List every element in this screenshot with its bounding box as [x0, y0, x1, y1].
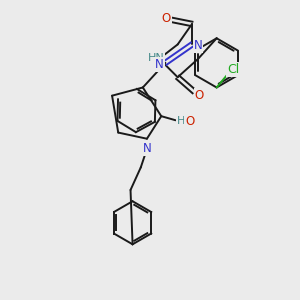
Text: N: N	[194, 39, 203, 52]
Text: O: O	[162, 12, 171, 25]
Text: N: N	[155, 58, 164, 71]
Text: O: O	[195, 89, 204, 102]
Text: N: N	[142, 142, 151, 155]
Text: O: O	[185, 115, 195, 128]
Text: Cl: Cl	[227, 62, 239, 76]
Text: H: H	[177, 116, 185, 126]
Text: HN: HN	[148, 53, 164, 63]
